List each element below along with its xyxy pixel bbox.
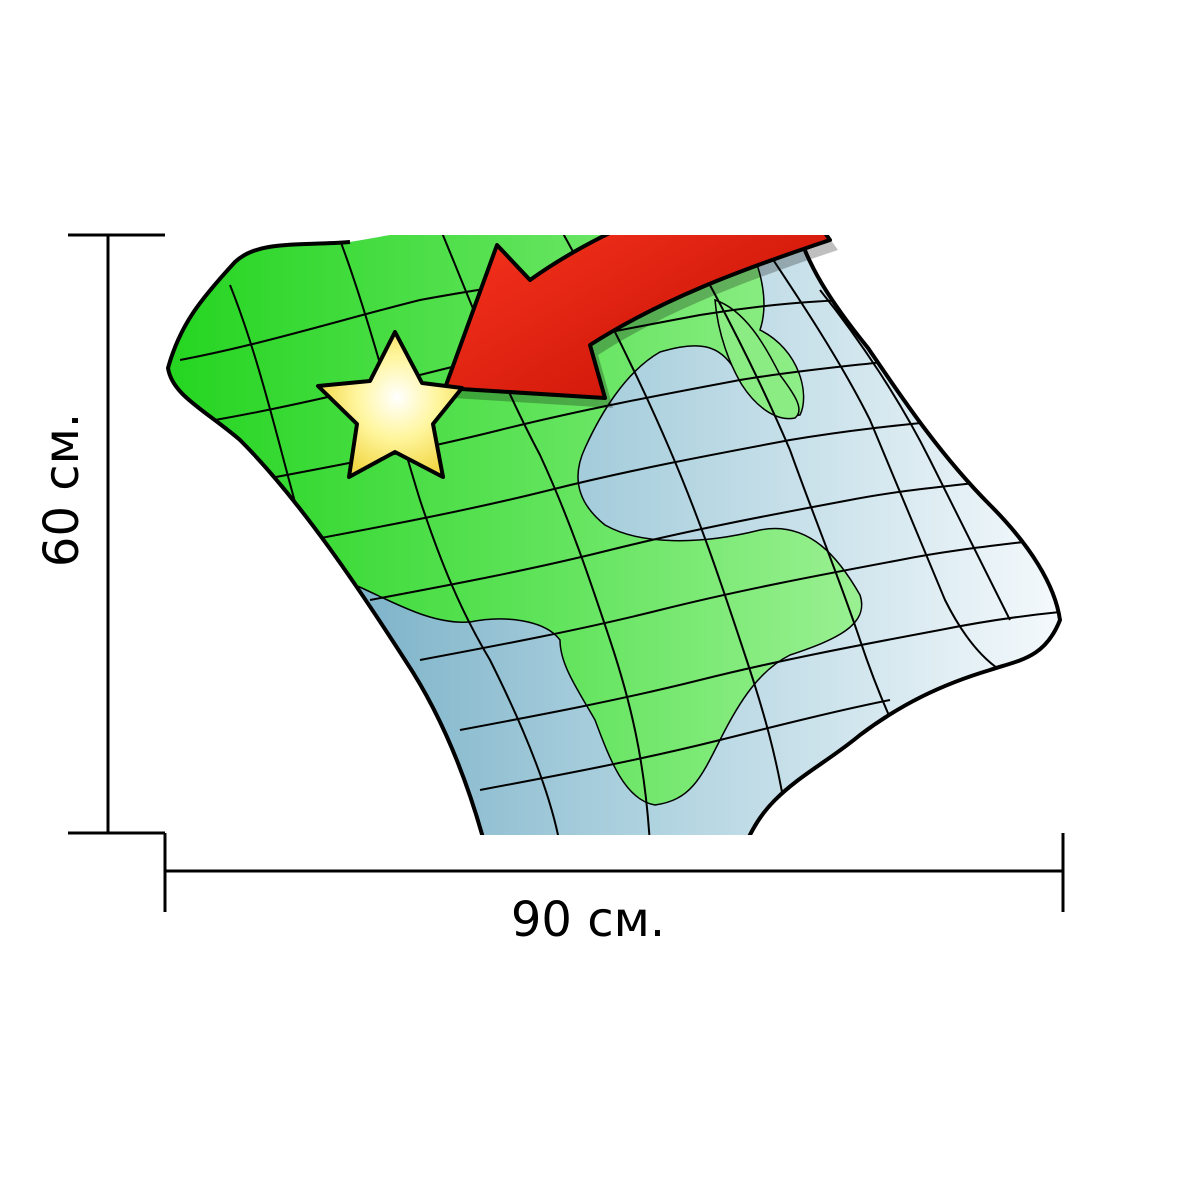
yellow-star-icon	[316, 330, 464, 479]
map-island	[714, 298, 800, 420]
height-label: 60 см.	[34, 413, 90, 567]
red-arrow-icon	[443, 235, 832, 400]
height-dimension	[68, 233, 165, 835]
folded-map-icon	[166, 235, 1062, 835]
width-label: 90 см.	[511, 892, 665, 948]
map-outline	[166, 235, 1062, 835]
width-dimension	[163, 833, 1065, 912]
